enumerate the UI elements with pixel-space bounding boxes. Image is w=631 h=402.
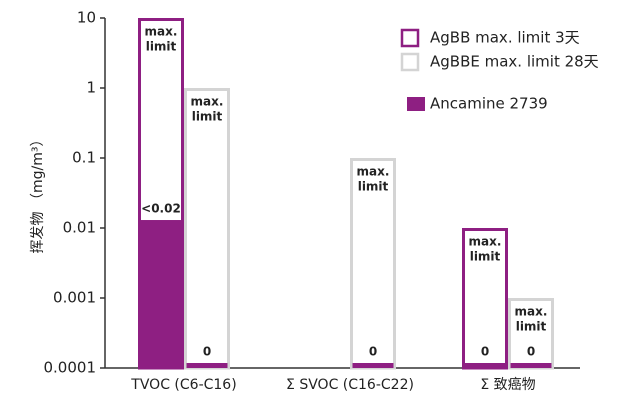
limit-label: max. — [145, 25, 178, 39]
limit-label: max. — [469, 235, 502, 249]
y-tick-label: 0.01 — [63, 219, 96, 237]
product-bar — [140, 220, 182, 368]
product-bar — [464, 363, 506, 368]
limit-label: max. — [357, 165, 390, 179]
y-tick-label: 0.001 — [53, 289, 96, 307]
value-label: 0 — [203, 345, 211, 359]
y-tick-label: 0.0001 — [44, 359, 97, 377]
limit-label: limit — [516, 320, 547, 334]
limit-label: limit — [358, 180, 389, 194]
limit-bar — [184, 88, 230, 370]
limit-label: max. — [191, 95, 224, 109]
x-tick-label: TVOC (C6-C16) — [130, 377, 236, 393]
limit-label: limit — [192, 110, 223, 124]
legend-swatch — [400, 52, 420, 72]
value-label: 0 — [369, 345, 377, 359]
x-tick-label: Σ 致癌物 — [480, 377, 535, 393]
y-tick-label: 0.1 — [72, 149, 96, 167]
product-bar — [186, 363, 228, 368]
product-bar — [352, 363, 394, 368]
x-tick-label: Σ SVOC (C16-C22) — [286, 377, 414, 393]
legend-label: AgBB max. limit 3天 — [430, 29, 580, 47]
y-tick-label: 10 — [77, 9, 96, 27]
legend-label: AgBBE max. limit 28天 — [430, 53, 599, 71]
limit-label: limit — [470, 250, 501, 264]
limit-label: max. — [515, 305, 548, 319]
y-tick-label: 1 — [86, 79, 96, 97]
legend-swatch — [400, 28, 420, 48]
y-axis-title: 挥发物 （mg/m³） — [30, 133, 46, 254]
value-label: 0 — [481, 345, 489, 359]
value-label: <0.02 — [141, 202, 181, 216]
legend-swatch — [407, 97, 425, 111]
product-bar — [510, 363, 552, 368]
value-label: 0 — [527, 345, 535, 359]
limit-label: limit — [146, 40, 177, 54]
legend-label: Ancamine 2739 — [430, 95, 548, 113]
